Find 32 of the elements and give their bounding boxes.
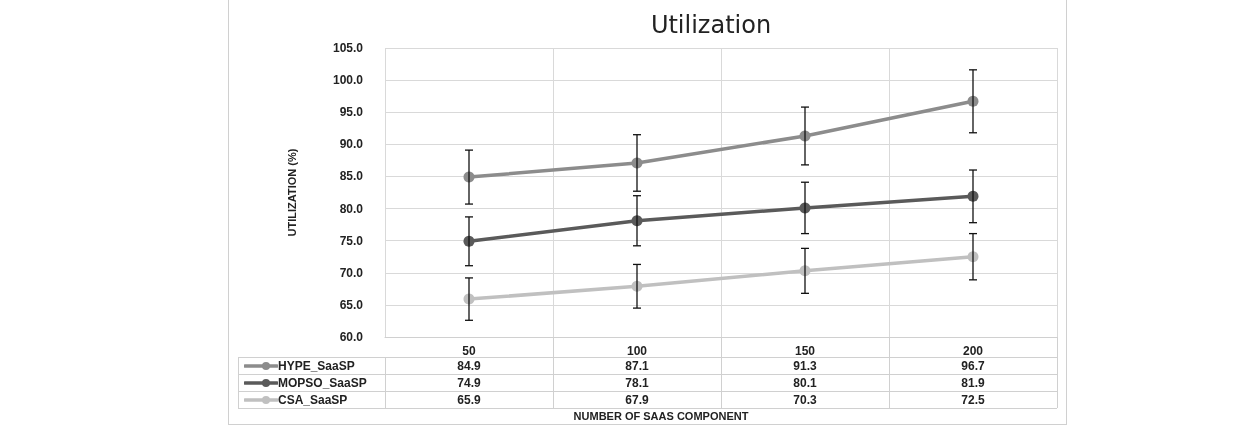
data-label: 78.1 <box>625 376 649 390</box>
legend-label: HYPE_SaaSP <box>278 359 355 373</box>
y-tick-label: 90.0 <box>339 137 364 152</box>
chart-title: Utilization <box>650 11 772 39</box>
y-tick-label: 85.0 <box>339 169 364 184</box>
data-label: 67.9 <box>625 393 649 407</box>
legend-label: CSA_SaaSP <box>278 393 348 407</box>
data-label: 81.9 <box>961 376 985 390</box>
data-label: 80.1 <box>793 376 817 390</box>
y-tick-label: 70.0 <box>339 265 364 280</box>
y-tick-label: 60.0 <box>339 330 364 344</box>
data-label: 72.5 <box>961 393 985 407</box>
x-tick-label: 100 <box>626 344 648 358</box>
y-axis-title: UTILIZATION (%) <box>285 148 298 237</box>
y-tick-label: 100.0 <box>332 73 364 88</box>
data-label: 65.9 <box>457 393 481 407</box>
x-tick-label: 50 <box>462 344 476 358</box>
data-label: 74.9 <box>457 376 481 390</box>
x-tick-label: 200 <box>962 344 984 358</box>
x-axis-title: NUMBER OF SAAS COMPONENT <box>573 410 749 422</box>
data-label: 96.7 <box>961 359 985 373</box>
x-tick-label: 150 <box>794 344 816 358</box>
data-label: 91.3 <box>793 359 817 373</box>
y-tick-label: 105.0 <box>332 41 364 55</box>
y-tick-label: 75.0 <box>339 233 364 248</box>
data-label: 84.9 <box>457 359 481 373</box>
y-tick-label: 65.0 <box>339 297 364 312</box>
legend-label: MOPSO_SaaSP <box>278 376 367 390</box>
y-tick-label: 95.0 <box>339 105 364 120</box>
y-tick-label: 80.0 <box>339 201 364 216</box>
data-label: 70.3 <box>793 393 817 407</box>
data-label: 87.1 <box>625 359 649 373</box>
